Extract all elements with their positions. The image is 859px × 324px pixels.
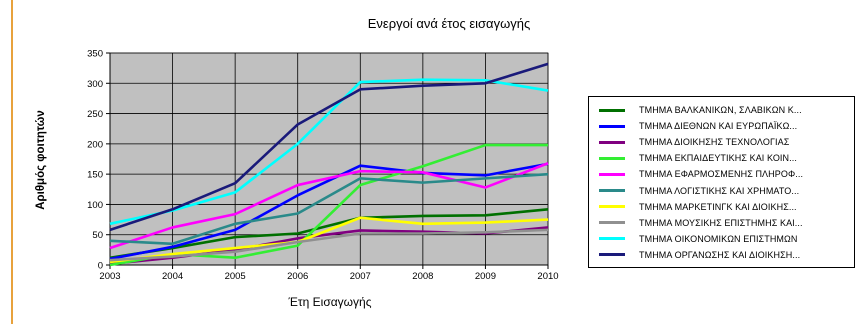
series-line-2: [109, 162, 549, 261]
x-tick-label: 2003: [99, 271, 120, 282]
legend-swatch: [599, 124, 625, 128]
y-axis-label: Αριθμός φοιτητών: [35, 110, 47, 210]
left-accent-rule: [11, 0, 13, 324]
legend-item: ΤΜΗΜΑ ΕΚΠΑΙΔΕΥΤΙΚΗΣ ΚΑΙ ΚΟΙΝ...: [599, 151, 797, 165]
legend-swatch: [599, 108, 625, 112]
series-line-8: [109, 228, 549, 262]
series-line-6: [109, 172, 549, 246]
legend-item: ΤΜΗΜΑ ΔΙΟΙΚΗΣΗΣ ΤΕΧΝΟΛΟΓΙΑΣ: [599, 135, 789, 149]
series-line-9: [109, 78, 549, 226]
legend-label: ΤΜΗΜΑ ΜΑΡΚΕΤΙΝΓΚ ΚΑΙ ΔΙΟΙΚΗΣ...: [639, 201, 797, 212]
legend-label: ΤΜΗΜΑ ΔΙΕΘΝΩΝ ΚΑΙ ΕΥΡΩΠΑΪΚΩ...: [639, 121, 798, 132]
y-tick-label: 200: [87, 139, 103, 150]
series-line-5: [109, 162, 549, 250]
x-tick-label: 2007: [350, 271, 371, 282]
legend-label: ΤΜΗΜΑ ΕΦΑΡΜΟΣΜΕΝΗΣ ΠΛΗΡΟΦ...: [639, 169, 804, 180]
series-line-1: [109, 207, 549, 260]
y-tick-label: 150: [87, 170, 103, 181]
legend-swatch: [599, 189, 625, 192]
legend-swatch: [599, 221, 625, 225]
x-axis-label: Έτη Εισαγωγής: [288, 295, 372, 309]
legend-item: ΤΜΗΜΑ ΜΟΥΣΙΚΗΣ ΕΠΙΣΤΗΜΗΣ ΚΑΙ...: [599, 216, 803, 230]
legend-swatch: [599, 237, 625, 241]
legend-item: ΤΜΗΜΑ ΟΡΓΑΝΩΣΗΣ ΚΑΙ ΔΙΟΙΚΗΣΗ...: [599, 248, 800, 262]
legend-swatch: [599, 253, 625, 257]
legend-swatch: [599, 205, 625, 209]
legend-swatch: [599, 172, 625, 176]
legend-item: ΤΜΗΜΑ ΔΙΕΘΝΩΝ ΚΑΙ ΕΥΡΩΠΑΪΚΩ...: [599, 119, 797, 133]
legend-label: ΤΜΗΜΑ ΕΚΠΑΙΔΕΥΤΙΚΗΣ ΚΑΙ ΚΟΙΝ...: [639, 153, 797, 164]
y-tick-label: 0: [98, 261, 103, 272]
legend-item: ΤΜΗΜΑ ΟΙΚΟΝΟΜΙΚΩΝ ΕΠΙΣΤΗΜΩΝ: [599, 232, 797, 246]
legend-label: ΤΜΗΜΑ ΟΙΚΟΝΟΜΙΚΩΝ ΕΠΙΣΤΗΜΩΝ: [639, 233, 798, 244]
legend-label: ΤΜΗΜΑ ΟΡΓΑΝΩΣΗΣ ΚΑΙ ΔΙΟΙΚΗΣΗ...: [639, 249, 801, 260]
legend-item: ΤΜΗΜΑ ΕΦΑΡΜΟΣΜΕΝΗΣ ΠΛΗΡΟΦ...: [599, 167, 803, 181]
y-tick-label: 50: [92, 230, 103, 241]
legend-item: ΤΜΗΜΑ ΛΟΓΙΣΤΙΚΗΣ ΚΑΙ ΧΡΗΜΑΤΟ...: [599, 184, 799, 198]
series-line-7: [109, 216, 549, 264]
legend-item: ΤΜΗΜΑ ΜΑΡΚΕΤΙΝΓΚ ΚΑΙ ΔΙΟΙΚΗΣ...: [599, 200, 797, 214]
y-tick-label: 250: [87, 109, 103, 120]
x-tick-label: 2005: [225, 271, 246, 282]
legend-item: ΤΜΗΜΑ ΒΑΛΚΑΝΙΚΩΝ, ΣΛΑΒΙΚΩΝ Κ...: [599, 103, 802, 117]
y-tick-label: 100: [87, 200, 103, 211]
x-tick-label: 2010: [537, 271, 558, 282]
x-tick-label: 2004: [162, 271, 183, 282]
legend-swatch: [599, 140, 625, 144]
legend-label: ΤΜΗΜΑ ΔΙΟΙΚΗΣΗΣ ΤΕΧΝΟΛΟΓΙΑΣ: [639, 137, 790, 148]
y-tick-label: 350: [87, 49, 103, 60]
legend: ΤΜΗΜΑ ΒΑΛΚΑΝΙΚΩΝ, ΣΛΑΒΙΚΩΝ Κ... ΤΜΗΜΑ ΔΙΕ…: [588, 96, 855, 268]
x-tick-label: 2009: [475, 271, 496, 282]
legend-label: ΤΜΗΜΑ ΛΟΓΙΣΤΙΚΗΣ ΚΑΙ ΧΡΗΜΑΤΟ...: [639, 185, 800, 196]
x-tick-label: 2008: [412, 271, 433, 282]
y-tick-label: 300: [87, 79, 103, 90]
x-tick-label: 2006: [287, 271, 308, 282]
legend-swatch: [599, 156, 625, 160]
legend-label: ΤΜΗΜΑ ΜΟΥΣΙΚΗΣ ΕΠΙΣΤΗΜΗΣ ΚΑΙ...: [639, 217, 803, 228]
legend-label: ΤΜΗΜΑ ΒΑΛΚΑΝΙΚΩΝ, ΣΛΑΒΙΚΩΝ Κ...: [639, 105, 802, 115]
chart-title: Ενεργοί ανά έτος εισαγωγής: [368, 16, 530, 31]
series-line-10: [109, 62, 549, 232]
